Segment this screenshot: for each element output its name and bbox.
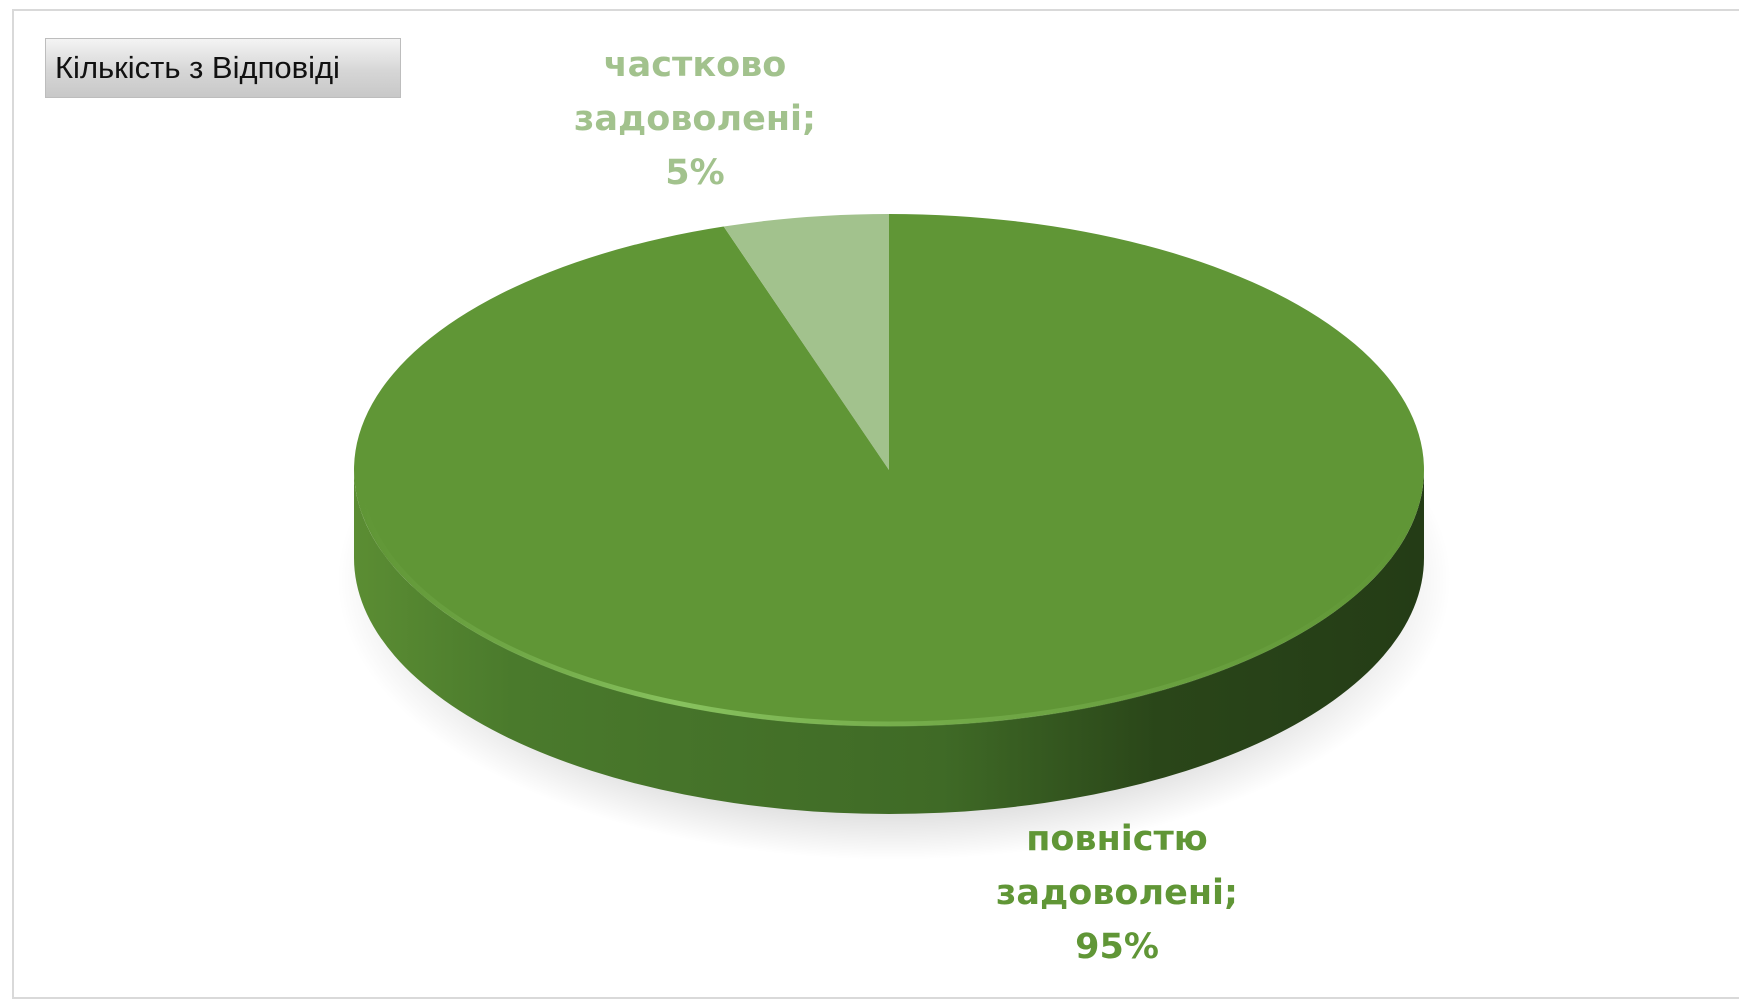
pivot-field-button[interactable]: Кількість з Відповіді (45, 38, 401, 98)
data-label-line: 5% (665, 153, 725, 193)
pie-chart (337, 214, 1451, 860)
pie-rim-highlight (357, 473, 1421, 727)
data-label-line: задоволені; (573, 99, 816, 139)
data-label-fully-satisfied: повністю задоволені; 95% (952, 812, 1282, 974)
pie-slice-partially-satisfied (723, 214, 889, 470)
pie-side-wall (354, 470, 1424, 814)
pie-slice-fully-satisfied (354, 214, 1425, 726)
data-label-partially-satisfied: частково задоволені; 5% (560, 38, 830, 200)
data-label-line: повністю (1026, 819, 1208, 859)
data-label-line: 95% (1075, 927, 1159, 967)
data-label-line: частково (603, 45, 787, 85)
data-label-line: задоволені; (995, 873, 1238, 913)
